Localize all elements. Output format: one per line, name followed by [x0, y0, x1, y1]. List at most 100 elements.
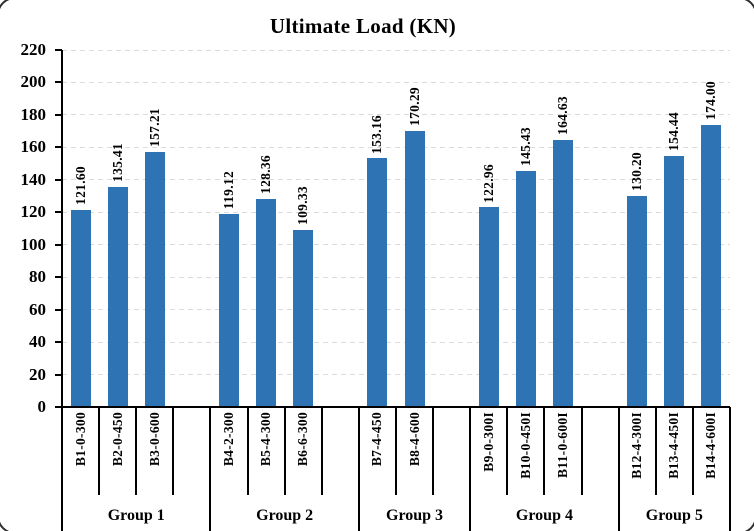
category-divider: [135, 407, 138, 495]
bar-value-label: 157.21: [146, 107, 162, 147]
y-tick-label: 100: [20, 234, 47, 254]
y-axis-tick: [55, 341, 62, 344]
y-axis-tick: [55, 113, 62, 116]
y-tick-label: 120: [20, 202, 47, 222]
category-label: B2-0-450: [109, 412, 125, 467]
bar-value-label: 145.43: [517, 127, 533, 167]
y-tick-label: 200: [20, 72, 47, 92]
category-divider: [172, 407, 175, 495]
bar-value-label: 119.12: [221, 170, 236, 209]
category-divider: [654, 407, 657, 495]
group-divider: [617, 407, 620, 531]
bar: [107, 187, 128, 407]
category-divider: [432, 407, 435, 495]
bar-value-label: 122.96: [480, 163, 496, 203]
bar: [70, 209, 91, 407]
group-label: Group 5: [645, 507, 703, 524]
bar-value-label: 130.20: [629, 151, 645, 191]
gridline: [62, 146, 730, 148]
bar-value-label: 170.29: [406, 86, 422, 126]
category-divider: [580, 407, 583, 495]
y-axis-tick: [55, 49, 62, 51]
bar: [664, 156, 685, 407]
category-label: B8-4-600: [406, 412, 422, 467]
bar-value-label: 135.41: [109, 143, 125, 183]
gridline: [62, 81, 730, 83]
category-label: B9-0-300I: [480, 412, 496, 472]
x-axis-line: [55, 406, 730, 408]
gridline: [62, 114, 730, 116]
category-label: B4-2-300: [221, 412, 236, 467]
gridline: [62, 244, 730, 246]
gridline: [62, 49, 730, 51]
gridline: [62, 309, 730, 311]
bar: [404, 130, 425, 407]
bar: [478, 207, 499, 407]
group-label: Group 1: [107, 507, 165, 524]
bar-value-label: 153.16: [369, 114, 385, 154]
gridline: [62, 341, 730, 343]
y-tick-label: 80: [29, 267, 46, 287]
chart-title: Ultimate Load (KN): [269, 14, 457, 38]
group-label: Group 4: [515, 507, 573, 524]
category-label: B5-4-300: [258, 412, 274, 467]
bar: [219, 213, 239, 407]
bar-value-label: 109.33: [295, 185, 311, 225]
category-divider: [246, 407, 249, 495]
group-label: Group 3: [386, 507, 444, 524]
category-divider: [98, 407, 101, 495]
category-label: B10-0-450I: [517, 412, 533, 479]
bar-value-label: 164.63: [555, 95, 570, 135]
y-tick-label: 220: [20, 40, 47, 59]
group-divider: [61, 407, 63, 531]
gridline: [62, 276, 730, 278]
y-axis-tick: [55, 308, 62, 311]
category-label: B7-4-450: [369, 412, 385, 467]
group-label: Group 2: [256, 507, 314, 524]
category-label: B6-6-300: [295, 412, 311, 467]
category-divider: [395, 407, 397, 495]
category-divider: [283, 407, 286, 495]
y-tick-label: 20: [29, 364, 46, 384]
y-tick-label: 40: [29, 332, 46, 352]
y-axis-tick: [55, 81, 62, 84]
bar: [144, 151, 165, 407]
bar: [701, 124, 722, 407]
bar-value-label: 174.00: [703, 80, 719, 120]
category-label: B1-0-300: [72, 412, 88, 467]
category-label: B13-4-450I: [666, 412, 682, 479]
category-label: B3-0-600: [146, 412, 162, 467]
y-tick-label: 0: [37, 397, 47, 416]
category-divider: [506, 407, 509, 495]
bar-value-label: 128.36: [258, 154, 274, 194]
group-divider: [469, 407, 472, 531]
group-divider: [357, 407, 360, 531]
y-tick-label: 180: [20, 104, 47, 124]
gridline: [62, 211, 730, 213]
group-divider: [729, 407, 731, 531]
bar: [515, 171, 536, 407]
group-divider: [209, 407, 212, 531]
bar: [256, 198, 277, 407]
y-tick-label: 60: [29, 299, 46, 319]
y-axis-tick: [55, 243, 62, 246]
category-divider: [320, 407, 323, 495]
y-tick-label: 140: [20, 169, 47, 189]
y-axis-tick: [55, 276, 62, 279]
bar: [627, 195, 648, 407]
y-axis-tick: [55, 373, 62, 376]
y-axis-line: [61, 50, 63, 407]
bar: [293, 229, 314, 407]
y-axis-tick: [55, 211, 62, 214]
category-divider: [543, 407, 546, 495]
bar-value-label: 121.60: [72, 165, 88, 205]
bar-value-label: 154.44: [666, 112, 682, 152]
y-tick-label: 160: [20, 137, 47, 157]
gridline: [62, 374, 730, 376]
bar: [367, 158, 388, 407]
bar: [553, 139, 573, 407]
category-label: B12-4-300I: [629, 412, 645, 479]
gridline: [62, 179, 730, 181]
y-axis-tick: [55, 146, 62, 149]
